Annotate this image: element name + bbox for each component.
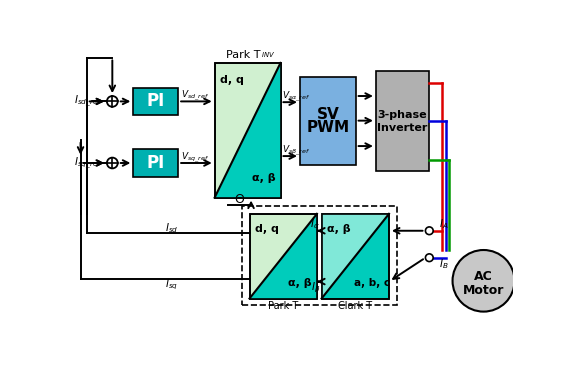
- Polygon shape: [250, 214, 317, 298]
- Bar: [250, 214, 317, 298]
- Text: PI: PI: [146, 154, 165, 172]
- Text: $I_A$: $I_A$: [438, 218, 448, 231]
- Text: Inverter: Inverter: [377, 123, 428, 133]
- Text: AC: AC: [474, 270, 493, 283]
- Bar: [133, 88, 178, 115]
- Text: $V_{sα\_ref}$: $V_{sα\_ref}$: [282, 90, 310, 104]
- Text: $I_{sd\_ref}$: $I_{sd\_ref}$: [74, 94, 101, 109]
- Circle shape: [107, 158, 118, 169]
- Text: a, b, c: a, b, c: [354, 278, 390, 288]
- Text: $V_{sd\_ref}$: $V_{sd\_ref}$: [181, 89, 209, 103]
- Polygon shape: [321, 214, 389, 298]
- Text: 3-phase: 3-phase: [377, 110, 427, 120]
- Bar: [300, 77, 356, 165]
- Text: $I_{sq\_ref}$: $I_{sq\_ref}$: [74, 155, 101, 170]
- Text: $I_B$: $I_B$: [438, 257, 448, 271]
- Circle shape: [425, 227, 433, 235]
- Bar: [242, 206, 397, 305]
- Bar: [321, 214, 389, 298]
- Text: α, β: α, β: [251, 173, 275, 183]
- Text: d, q: d, q: [255, 224, 279, 234]
- Circle shape: [425, 254, 433, 262]
- Text: α, β: α, β: [288, 278, 312, 288]
- Bar: [250, 214, 317, 298]
- Text: Park T: Park T: [268, 301, 298, 311]
- Text: $I_β$: $I_β$: [311, 280, 320, 295]
- Text: Motor: Motor: [463, 283, 504, 296]
- Text: Park T: Park T: [226, 50, 260, 60]
- Text: $I_{sq}$: $I_{sq}$: [165, 277, 178, 292]
- Text: $V_{sβ\_ref}$: $V_{sβ\_ref}$: [282, 144, 310, 158]
- Circle shape: [107, 96, 118, 107]
- Text: $_{INV}$: $_{INV}$: [261, 50, 275, 60]
- Text: α, β: α, β: [327, 224, 351, 234]
- Text: d, q: d, q: [220, 75, 243, 85]
- Text: $V_{sq\_ref}$: $V_{sq\_ref}$: [181, 151, 209, 165]
- Text: Clark T: Clark T: [338, 301, 372, 311]
- Text: SV: SV: [316, 107, 339, 122]
- Text: Θ: Θ: [234, 193, 245, 206]
- Bar: [215, 63, 280, 198]
- Circle shape: [453, 250, 515, 312]
- Text: $I_α$: $I_α$: [310, 218, 320, 231]
- Polygon shape: [215, 63, 280, 198]
- Text: PI: PI: [146, 92, 165, 110]
- Bar: [376, 71, 429, 172]
- Bar: [321, 214, 389, 298]
- Text: PWM: PWM: [306, 120, 349, 135]
- Bar: [215, 63, 280, 198]
- Bar: [133, 149, 178, 177]
- Text: $I_{sd}$: $I_{sd}$: [165, 221, 179, 234]
